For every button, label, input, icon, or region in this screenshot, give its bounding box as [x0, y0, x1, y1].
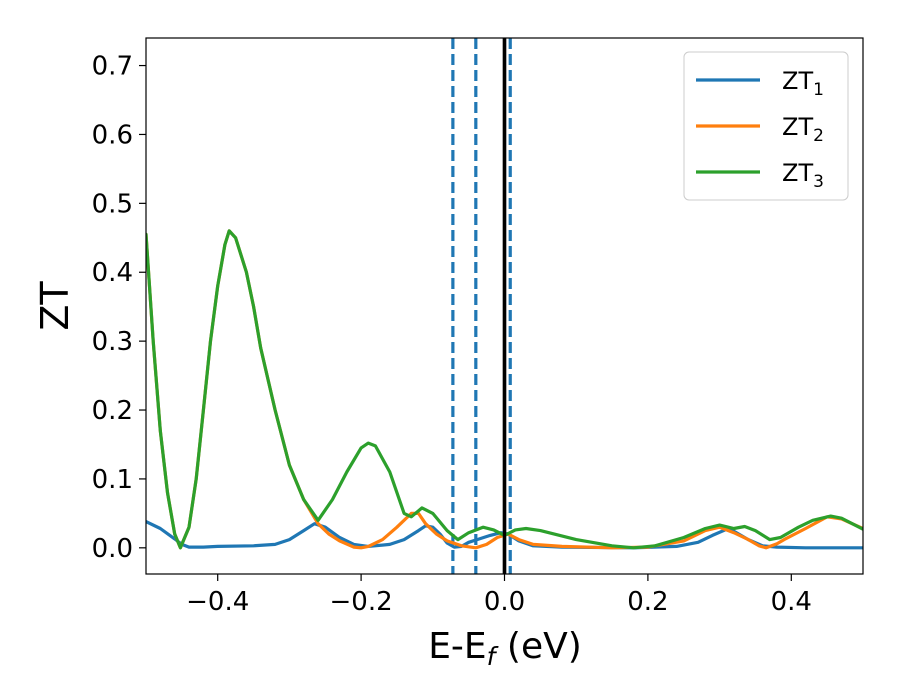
y-tick-label: 0.2 [92, 396, 133, 426]
y-tick-label: 0.3 [92, 327, 133, 357]
y-tick-label: 0.5 [92, 189, 133, 219]
y-tick-label: 0.7 [92, 52, 133, 82]
series-layer [146, 38, 863, 574]
legend-label-zt3: ZT3 [782, 159, 824, 192]
x-tick-label: −0.4 [186, 587, 249, 617]
x-axis: −0.4 −0.2 0.0 0.2 0.4 [186, 574, 812, 617]
legend: ZT1 ZT2 ZT3 [683, 51, 849, 201]
y-tick-label: 0.0 [92, 534, 133, 564]
x-axis-title: E-Ef (eV) [428, 626, 582, 671]
legend-label-zt2: ZT2 [782, 113, 824, 146]
x-tick-label: 0.0 [484, 587, 525, 617]
x-tick-label: 0.2 [627, 587, 668, 617]
y-tick-label: 0.1 [92, 465, 133, 495]
y-tick-label: 0.6 [92, 120, 133, 150]
legend-box [683, 51, 849, 201]
series-line-zt3 [146, 229, 863, 550]
x-axis-title-main: E-E [428, 626, 486, 667]
legend-label-zt1: ZT1 [782, 67, 824, 100]
x-axis-title-unit: (eV) [495, 626, 581, 667]
x-tick-label: −0.2 [330, 587, 393, 617]
x-tick-label: 0.4 [771, 587, 812, 617]
y-axis: 0.0 0.1 0.2 0.3 0.4 0.5 0.6 0.7 [92, 52, 146, 564]
y-tick-label: 0.4 [92, 258, 133, 288]
y-axis-title: ZT [33, 281, 77, 331]
